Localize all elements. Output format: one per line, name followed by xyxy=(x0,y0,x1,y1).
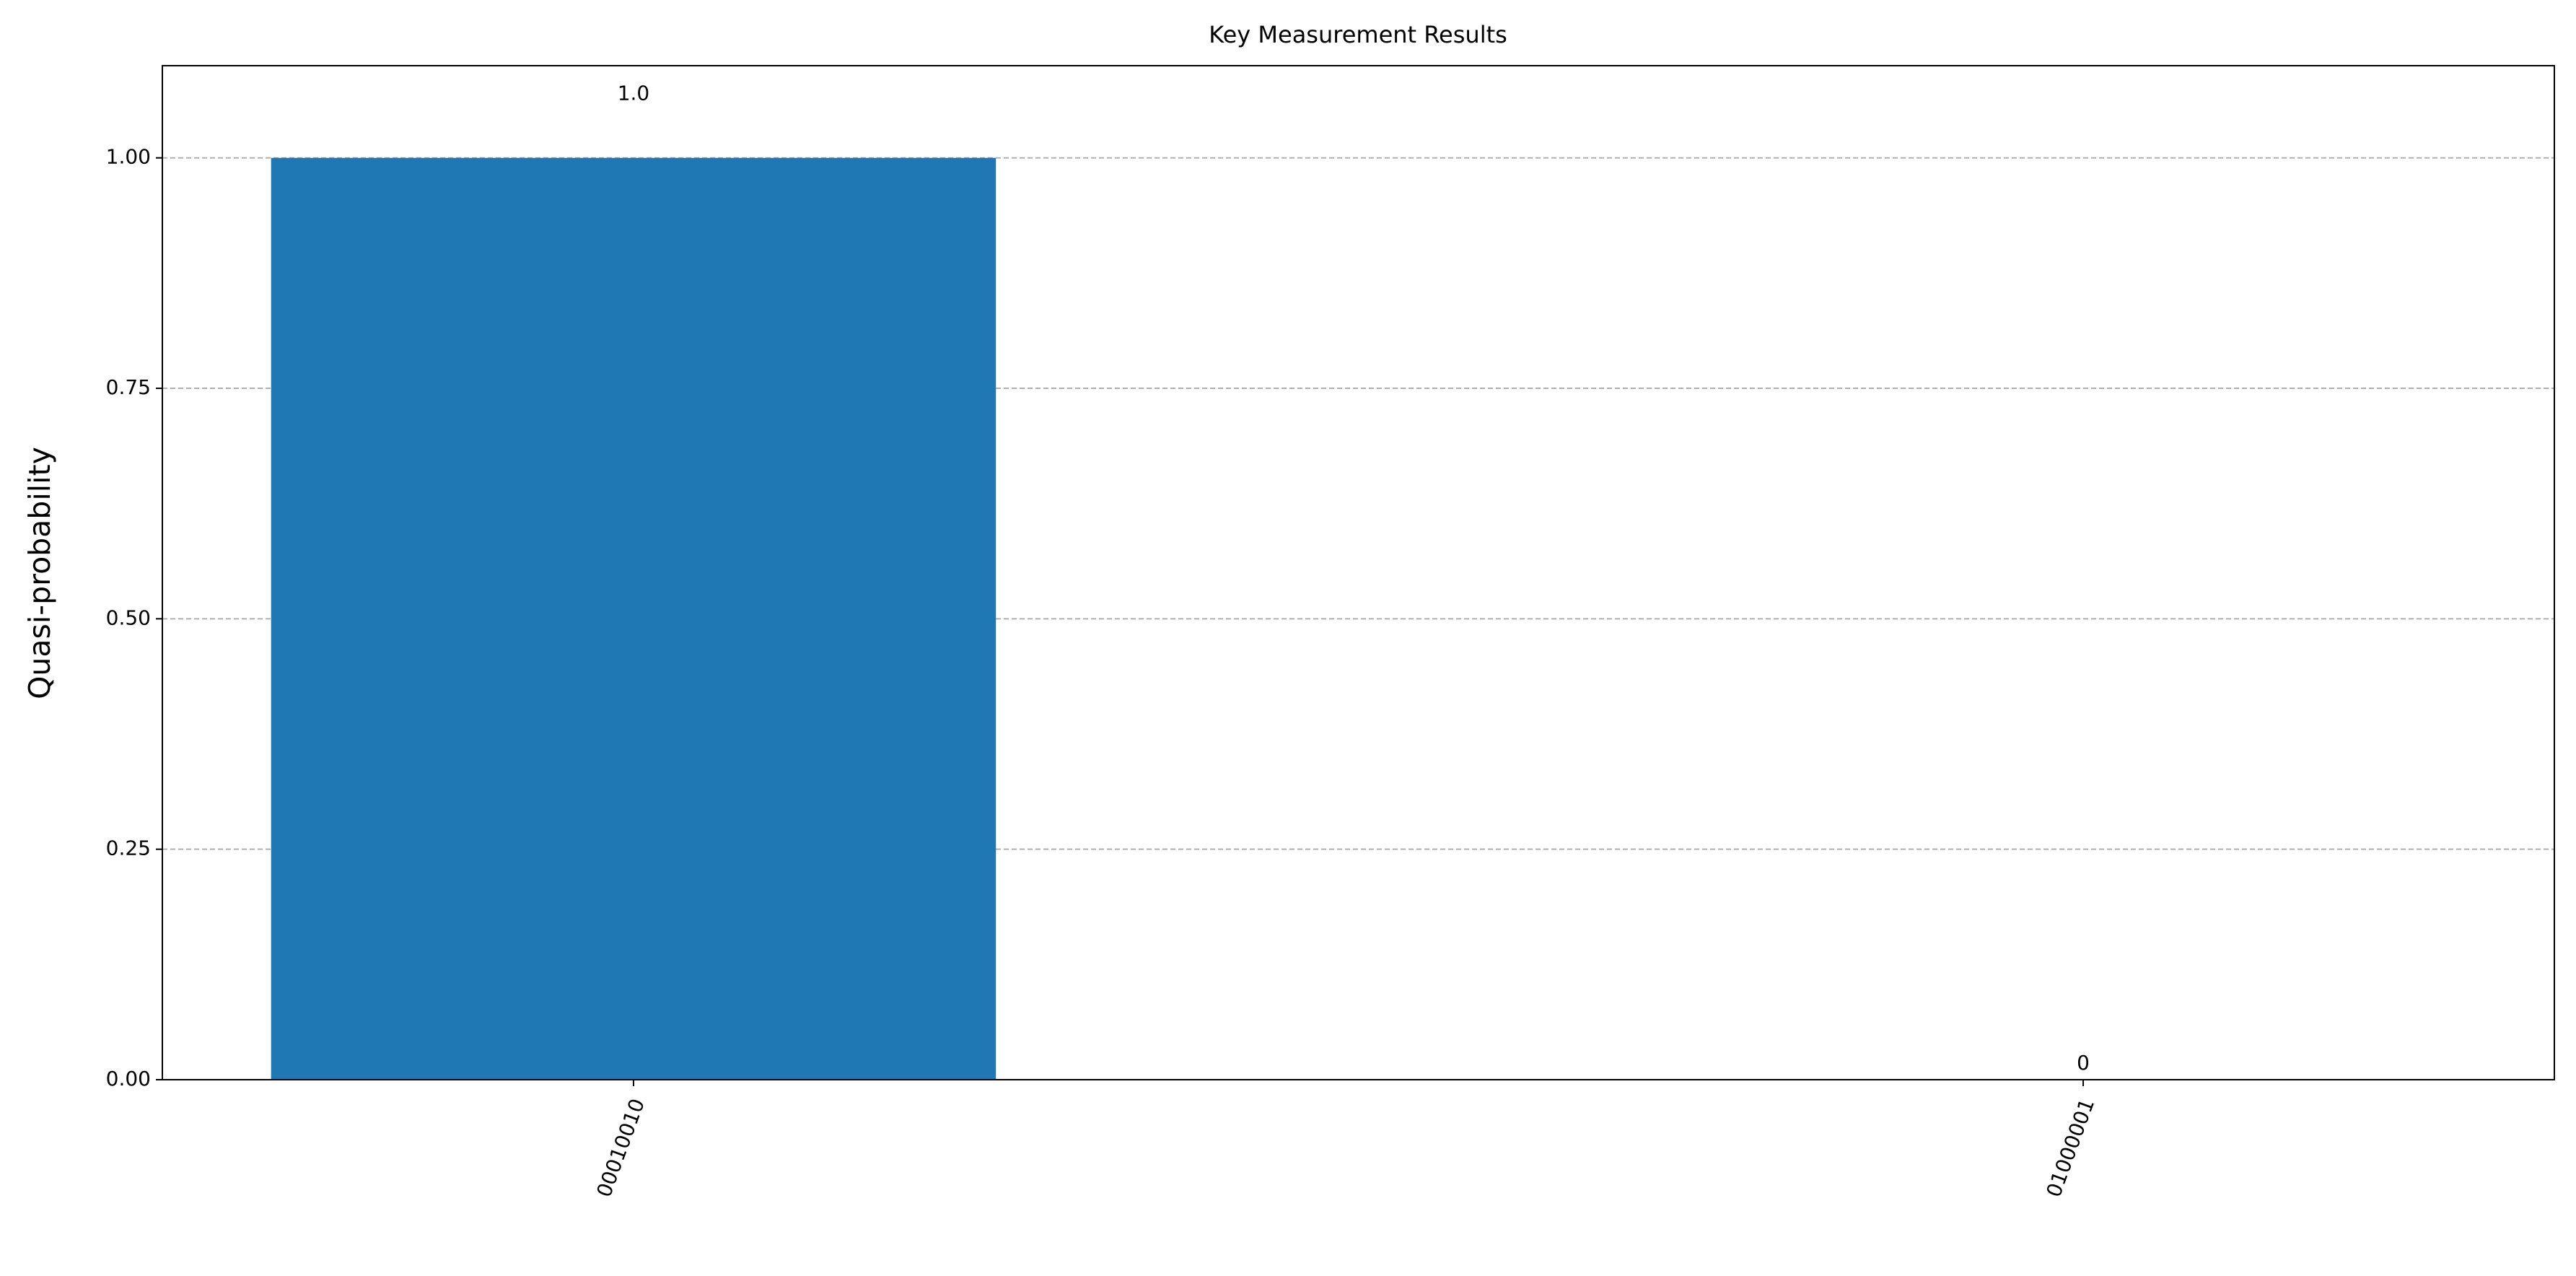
y-tick-label: 0.00 xyxy=(106,1067,151,1091)
y-tick-label: 0.25 xyxy=(106,836,151,860)
y-tick-label: 0.50 xyxy=(106,606,151,629)
plot-frame xyxy=(162,65,2555,1080)
y-axis-label: Quasi-probability xyxy=(22,447,57,699)
value-label: 0 xyxy=(2077,1051,2090,1075)
x-tick-label: 00010010 xyxy=(592,1096,649,1200)
chart-title: Key Measurement Results xyxy=(1209,21,1507,48)
y-tick-label: 0.75 xyxy=(106,375,151,399)
bar xyxy=(271,157,996,1080)
y-tick-label: 1.00 xyxy=(106,145,151,169)
value-label: 1.0 xyxy=(618,82,650,105)
x-tick-label: 01000001 xyxy=(2041,1096,2099,1200)
